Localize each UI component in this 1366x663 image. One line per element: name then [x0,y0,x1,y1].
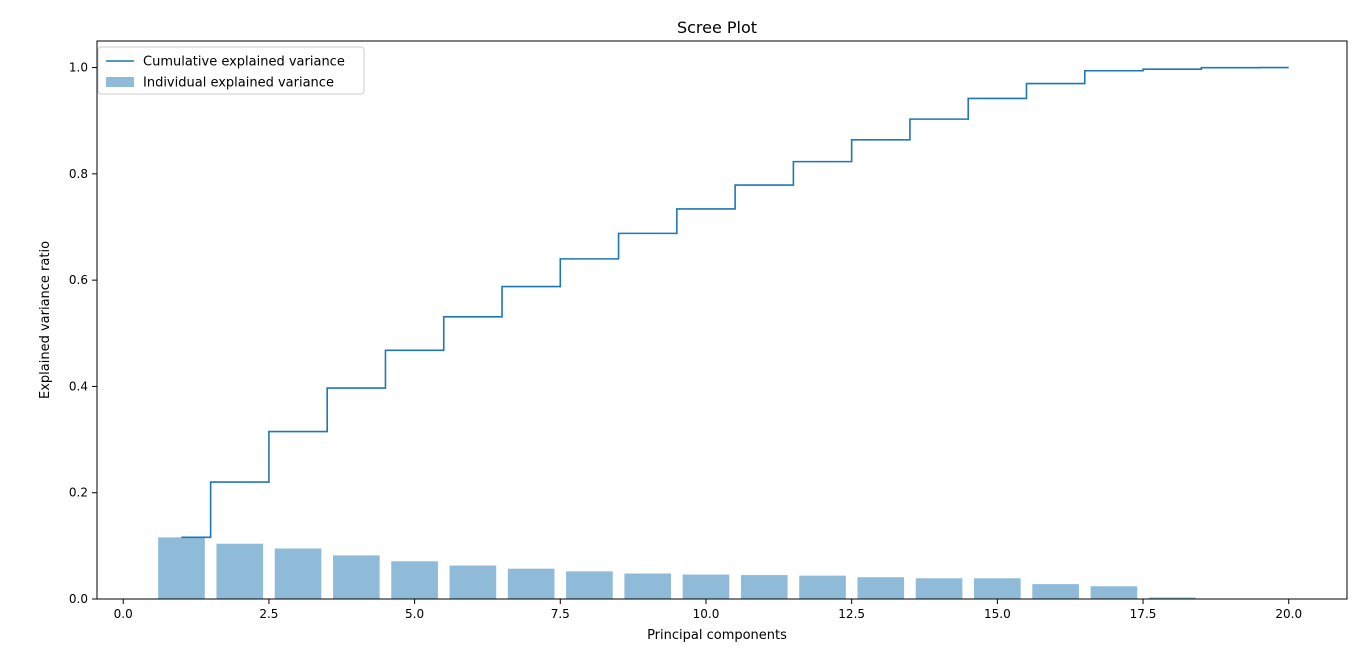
x-axis-label: Principal components [647,628,787,643]
x-tick-label: 17.5 [1130,607,1157,621]
bar-pc-11 [740,575,788,599]
bar-pc-3 [274,548,322,599]
axes: 0.0 2.5 5.0 7.5 10.0 12.5 15.0 17.5 20.0 0.0 0.2 0.… [69,40,1348,621]
cumulative-variance-line [181,66,1289,539]
plot-area [158,66,1313,599]
y-tick-label: 0.8 [69,167,88,181]
legend: Cumulative explained variance Individual … [97,46,365,95]
bar-pc-1 [158,537,205,599]
x-tick-label: 0.0 [114,607,133,621]
x-tick-label: 20.0 [1275,607,1302,621]
chart-title: Scree Plot [677,18,757,37]
bar-pc-15 [974,578,1021,599]
bar-pc-9 [624,573,672,599]
bar-pc-4 [333,555,380,599]
bar-pc-7 [507,568,555,599]
bar-pc-10 [682,574,730,599]
x-tick-label: 2.5 [259,607,278,621]
x-tick-label: 7.5 [551,607,570,621]
legend-box [97,46,365,95]
y-tick-label: 0.6 [69,273,88,287]
y-tick-label: 0.4 [69,379,88,393]
y-axis-label: Explained variance ratio [38,241,53,399]
bar-pc-17 [1090,586,1138,599]
x-tick-label: 5.0 [405,607,424,621]
y-tick-label: 0.0 [69,592,88,606]
bar-pc-12 [799,575,846,599]
bar-pc-5 [391,561,438,599]
x-tick-label: 12.5 [838,607,865,621]
legend-bar-swatch [106,77,134,87]
bar-pc-13 [857,577,905,599]
x-tick-label: 15.0 [984,607,1011,621]
x-tick-label: 10.0 [693,607,720,621]
bar-pc-6 [449,565,497,599]
y-tick-label: 0.2 [69,486,88,500]
bar-pc-16 [1032,584,1079,599]
bar-pc-8 [566,571,613,599]
bar-pc-2 [216,543,264,599]
bar-pc-18 [1148,597,1196,599]
y-tick-label: 1.0 [69,61,88,75]
legend-label: Cumulative explained variance [143,55,345,70]
bar-pc-14 [915,578,963,599]
axes-frame [96,40,1348,600]
legend-label: Individual explained variance [143,76,334,91]
